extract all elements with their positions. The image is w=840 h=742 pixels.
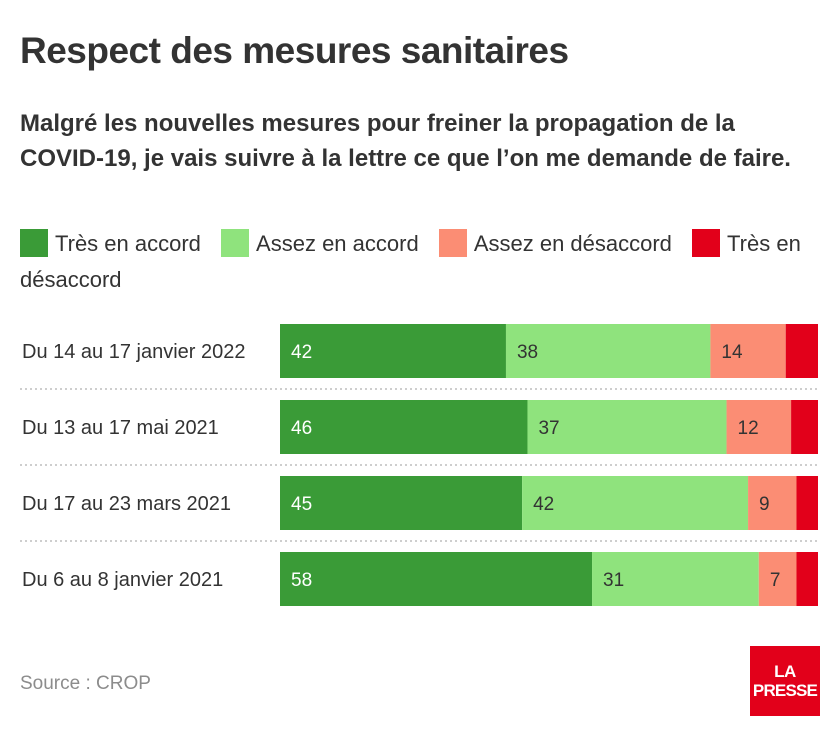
- bar-segment-assez-en-desaccord: [726, 400, 792, 454]
- bar-segment-tres-en-accord: [280, 476, 523, 530]
- data-label: 46: [291, 418, 312, 439]
- bar-segment-tres-en-accord: [280, 324, 506, 378]
- category-label: Du 17 au 23 mars 2021: [22, 493, 231, 515]
- legend-swatch: [221, 229, 250, 257]
- category-label: Du 6 au 8 janvier 2021: [22, 569, 223, 591]
- source-note: Source : CROP: [20, 673, 151, 694]
- chart-subtitle: Malgré les nouvelles mesures pour freine…: [20, 110, 791, 172]
- bar-segment-assez-en-accord: [505, 324, 711, 378]
- legend-swatch: [438, 229, 467, 257]
- chart-title: Respect des mesures sanitaires: [20, 30, 569, 71]
- bar-segment-assez-en-accord: [522, 476, 749, 530]
- bar-segment-tres-en-accord: [280, 400, 528, 454]
- legend-item-assez-en-accord: Assez en accord: [221, 229, 419, 257]
- logo-line-2: PRESSE: [752, 681, 818, 700]
- legend-item-assez-en-desaccord: Assez en désaccord: [438, 229, 672, 257]
- data-label: 42: [533, 494, 554, 515]
- bar-segment-tres-en-desaccord: [785, 324, 818, 378]
- category-label: Du 13 au 17 mai 2021: [22, 417, 219, 439]
- legend-label: Très en désaccord: [20, 231, 801, 292]
- data-label: 14: [721, 342, 743, 363]
- bar-segment-assez-en-desaccord: [748, 476, 797, 530]
- bar-row-2: Du 13 au 17 mai 2021 46 37 12: [22, 400, 818, 454]
- legend: Très en accord Assez en accord Assez en …: [20, 226, 820, 298]
- legend-label: Très en accord: [55, 231, 201, 256]
- legend-item-tres-en-accord: Très en accord: [20, 229, 201, 257]
- legend-label: Assez en désaccord: [473, 231, 672, 256]
- bar-segment-tres-en-desaccord: [796, 552, 818, 606]
- bar-row-4: Du 6 au 8 janvier 2021 58 31 7: [22, 552, 818, 606]
- data-label: 45: [291, 494, 312, 515]
- bar-segment-assez-en-desaccord: [758, 552, 797, 606]
- la-presse-logo: LA PRESSE: [750, 646, 820, 716]
- legend-swatch: [20, 229, 48, 257]
- data-label: 42: [291, 342, 312, 363]
- data-label: 38: [517, 342, 538, 363]
- logo-line-1: LA: [774, 662, 796, 681]
- data-label: 31: [603, 570, 624, 591]
- data-label: 37: [538, 418, 559, 439]
- bar-segment-tres-en-desaccord: [796, 476, 818, 530]
- bar-segment-assez-en-accord: [527, 400, 727, 454]
- category-label: Du 14 au 17 janvier 2022: [22, 341, 246, 363]
- data-label: 9: [759, 494, 770, 515]
- legend-swatch: [692, 229, 721, 257]
- legend-label: Assez en accord: [256, 231, 419, 256]
- bar-row-3: Du 17 au 23 mars 2021 45 42 9: [22, 476, 818, 530]
- legend-item-tres-en-desaccord: Très en désaccord: [20, 229, 801, 292]
- bar-segment-assez-en-desaccord: [710, 324, 786, 378]
- data-label: 7: [770, 570, 781, 591]
- data-label: 12: [738, 418, 759, 439]
- bar-row-1: Du 14 au 17 janvier 2022 42 38 14: [22, 324, 818, 378]
- data-label: 58: [291, 570, 312, 591]
- bar-segment-assez-en-accord: [592, 552, 759, 606]
- bar-segment-tres-en-accord: [280, 552, 593, 606]
- bar-segment-tres-en-desaccord: [791, 400, 818, 454]
